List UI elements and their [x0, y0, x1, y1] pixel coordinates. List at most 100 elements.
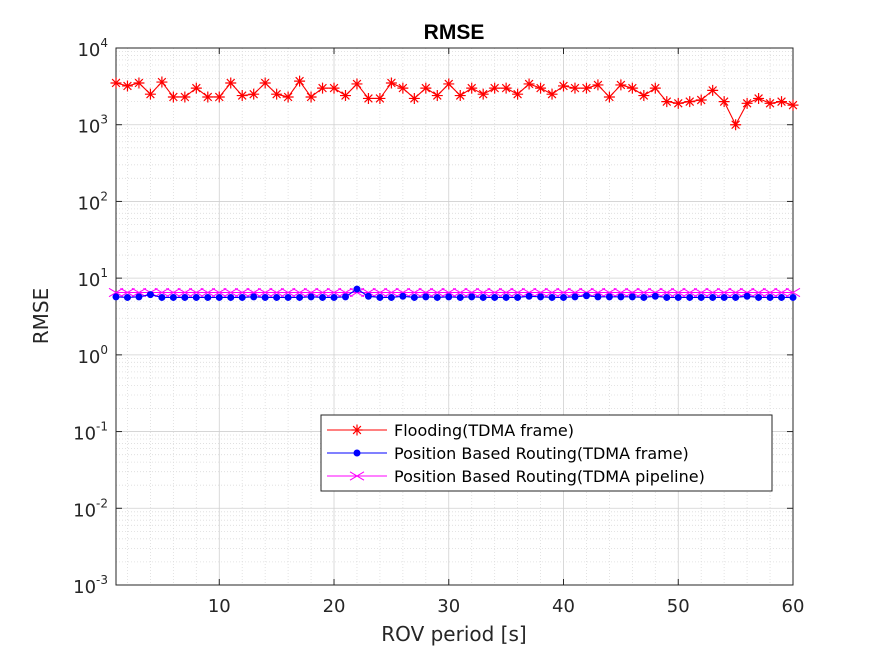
data-point [234, 287, 250, 298]
data-point [774, 287, 789, 298]
data-point [211, 287, 227, 298]
data-point [156, 76, 168, 88]
data-point [741, 97, 753, 109]
data-point [720, 293, 728, 301]
data-point [743, 292, 751, 300]
data-point [384, 287, 399, 298]
data-point [500, 82, 512, 94]
legend: Flooding(TDMA frame) Position Based Routi… [320, 414, 773, 492]
data-point [544, 287, 560, 298]
data-point [353, 285, 361, 293]
data-point [716, 287, 732, 298]
data-point [271, 88, 283, 100]
data-point [328, 82, 340, 94]
y-tick-label: 10-2 [73, 496, 108, 521]
data-point [558, 80, 570, 92]
data-point [361, 287, 376, 298]
data-point [659, 287, 675, 298]
data-point [112, 293, 120, 301]
y-tick-label: 103 [77, 113, 108, 138]
data-point [120, 287, 135, 298]
data-point [364, 292, 372, 300]
data-point [602, 287, 617, 298]
legend-entry: Position Based Routing(TDMA pipeline) [327, 467, 705, 486]
data-point [603, 91, 615, 103]
data-point [730, 119, 742, 131]
data-point [697, 293, 705, 301]
data-point [192, 293, 200, 301]
data-point [670, 287, 686, 298]
data-point [766, 293, 774, 301]
data-point [420, 82, 432, 94]
data-point [431, 90, 443, 102]
x-axis-label: ROV period [s] [381, 622, 526, 646]
data-point [498, 287, 514, 298]
data-point [179, 91, 191, 103]
data-point [133, 77, 145, 89]
data-point [305, 91, 317, 103]
data-point [213, 91, 225, 103]
data-point [638, 90, 650, 102]
data-point [395, 287, 411, 298]
data-point [248, 88, 260, 100]
data-point [372, 287, 388, 298]
data-point [430, 287, 445, 298]
data-point [452, 287, 468, 298]
data-point [154, 287, 170, 298]
data-point [617, 293, 625, 301]
data-point [567, 287, 583, 298]
data-point [422, 293, 430, 301]
data-point [269, 287, 284, 298]
data-point [732, 293, 740, 301]
data-point [166, 287, 181, 298]
data-point [651, 292, 659, 300]
data-point [110, 77, 122, 89]
data-point [317, 82, 329, 94]
data-point [144, 88, 156, 100]
data-point [445, 293, 453, 301]
data-point [546, 88, 558, 100]
data-point [282, 91, 294, 103]
data-point [776, 96, 788, 108]
data-point [397, 82, 409, 94]
data-point [709, 293, 717, 301]
legend-entry: Position Based Routing(TDMA frame) [327, 444, 689, 463]
data-point [223, 287, 239, 298]
data-point [468, 293, 476, 301]
series [108, 75, 801, 301]
data-point [686, 293, 694, 301]
data-point [625, 287, 640, 298]
y-tick-label: 104 [77, 36, 108, 61]
data-point [280, 287, 296, 298]
data-point [718, 96, 730, 108]
data-point [376, 293, 384, 301]
data-point [477, 88, 489, 100]
data-point [693, 287, 709, 298]
data-point [705, 287, 720, 298]
data-point [215, 293, 223, 301]
data-point [590, 287, 606, 298]
data-point [785, 287, 801, 298]
data-point [326, 287, 342, 298]
data-point [535, 82, 547, 94]
data-point [454, 90, 466, 102]
data-point [537, 293, 545, 301]
legend-label: Position Based Routing(TDMA frame) [394, 444, 689, 463]
data-point [108, 287, 124, 298]
data-point [556, 287, 571, 298]
data-point [338, 287, 353, 298]
data-point [707, 84, 719, 96]
data-point [177, 287, 193, 298]
data-point [684, 96, 696, 108]
data-point [605, 293, 613, 301]
legend-label: Position Based Routing(TDMA pipeline) [394, 467, 705, 486]
data-point [387, 293, 395, 301]
data-point [261, 293, 269, 301]
data-point [181, 293, 189, 301]
data-point [487, 287, 502, 298]
chart-title: RMSE [424, 21, 485, 44]
data-point [739, 287, 755, 298]
x-tick-label: 50 [667, 596, 690, 617]
data-point [663, 293, 671, 301]
data-point [259, 77, 271, 89]
